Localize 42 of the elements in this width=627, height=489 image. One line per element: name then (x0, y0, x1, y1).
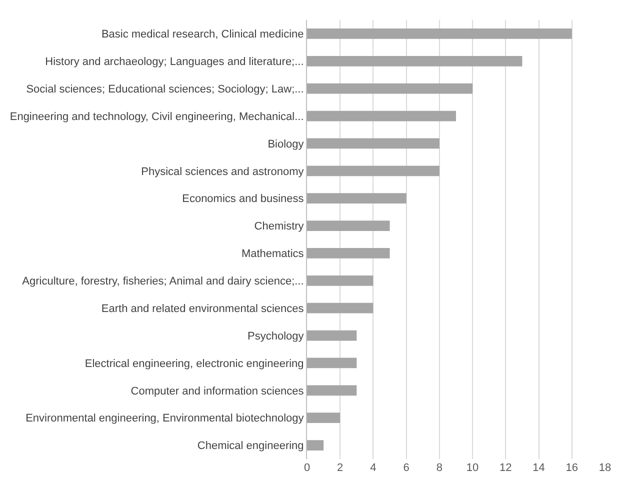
y-tick-label: Earth and related environmental sciences (101, 302, 304, 315)
y-tick-label: Chemistry (254, 220, 304, 233)
x-tick-label: 4 (370, 462, 376, 474)
y-tick-label: Mathematics (241, 248, 304, 260)
y-tick-label: Physical sciences and astronomy (141, 166, 304, 178)
y-tick-label: Economics and business (182, 193, 304, 206)
y-tick-label: Computer and information sciences (130, 385, 304, 398)
y-tick-label: Agriculture, forestry, fisheries; Animal and dairy science;... (22, 276, 304, 288)
y-tick-label: Basic medical research, Clinical medicine (101, 28, 304, 41)
x-tick-label: 6 (403, 462, 410, 474)
bar (307, 166, 440, 176)
bar (307, 302, 374, 314)
x-tick-label: 10 (466, 462, 479, 474)
bar (307, 358, 357, 368)
x-tick-label: 2 (337, 462, 344, 474)
bar (307, 385, 357, 396)
bar (307, 138, 440, 149)
bar (307, 330, 357, 341)
x-tick-label: 8 (436, 462, 443, 474)
y-tick-label: Biology (268, 138, 304, 150)
bar (307, 56, 522, 66)
bar (307, 275, 374, 286)
bar (307, 28, 572, 39)
y-tick-label: Chemical engineering (197, 440, 304, 452)
x-tick-label: 0 (304, 462, 310, 474)
x-tick-label: 18 (598, 462, 612, 474)
bar (307, 440, 324, 450)
y-tick-label: Environmental engineering, Environmental biotechnology (26, 412, 304, 425)
bar (307, 412, 340, 424)
bar (307, 193, 406, 204)
bar (307, 83, 473, 94)
y-tick-label: Social sciences; Educational sciences; Sociology; Law;... (26, 83, 304, 96)
y-tick-label: Electrical engineering, electronic engineering (84, 358, 304, 370)
y-tick-label: Psychology (248, 330, 304, 342)
x-tick-label: 12 (500, 462, 512, 474)
bar (307, 248, 390, 258)
bar (307, 220, 390, 231)
x-tick-label: 14 (532, 462, 545, 474)
y-tick-label: History and archaeology; Languages and literature;... (45, 56, 304, 68)
bar (307, 110, 456, 122)
x-tick-label: 16 (566, 462, 578, 474)
y-tick-label: Engineering and technology, Civil engineering, Mechanical... (10, 110, 304, 123)
